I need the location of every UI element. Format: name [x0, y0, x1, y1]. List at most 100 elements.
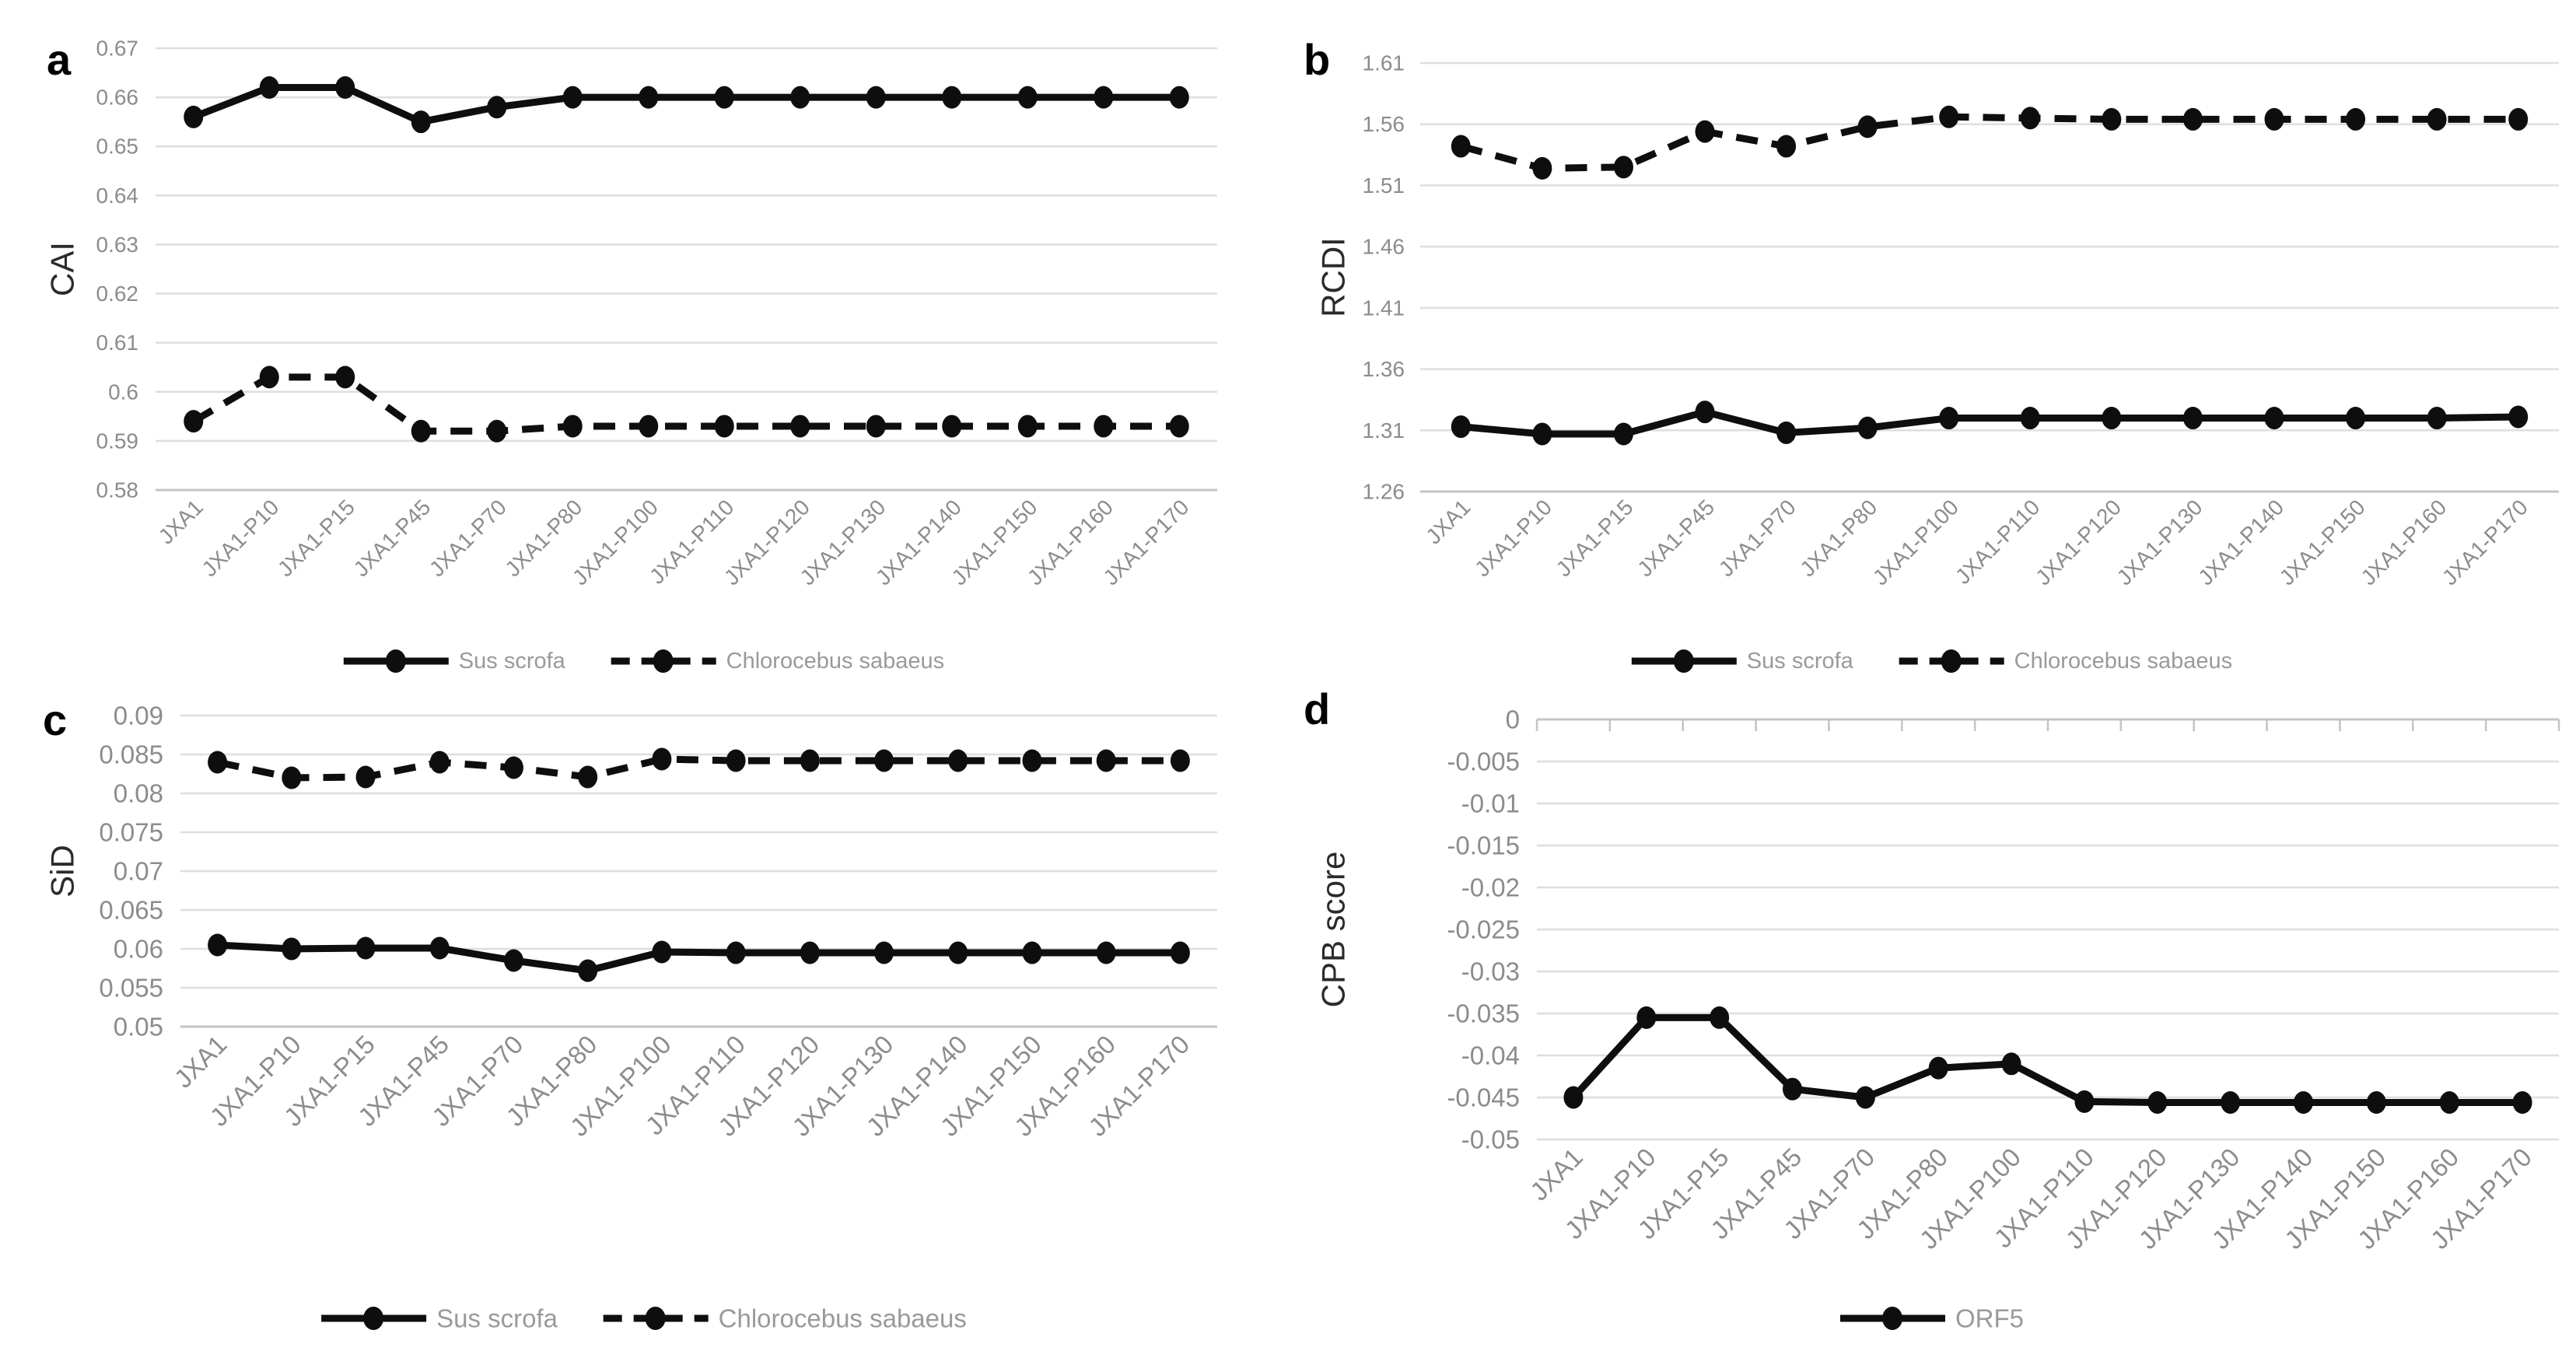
- data-point-marker: [2508, 405, 2529, 429]
- data-point-marker: [2074, 1090, 2095, 1113]
- series-line: [1460, 408, 2518, 438]
- legend-marker: [385, 649, 406, 673]
- data-point-marker: [1169, 86, 1189, 109]
- legend-label: Sus scrofa: [459, 649, 566, 674]
- legend-label: Sus scrofa: [1747, 649, 1854, 674]
- x-tick-label: JXA1-P70: [425, 495, 511, 581]
- x-tick-labels: JXA1JXA1-P10JXA1-P15JXA1-P45JXA1-P70JXA1…: [154, 495, 1194, 590]
- data-point-marker: [1532, 156, 1552, 180]
- series-sus-scrofa: [1451, 401, 2529, 446]
- data-point-marker: [1096, 941, 1116, 964]
- data-point-marker: [2427, 107, 2447, 131]
- y-axis-title: RCDI: [1315, 237, 1352, 317]
- data-point-marker: [1710, 1006, 1730, 1029]
- data-point-marker: [874, 749, 894, 772]
- y-tick-labels: 0 -0.005 -0.01 -0.015 -0.02 -0.025 -0.03 -0.035…: [1447, 705, 1520, 1154]
- x-axis-ticks: [1535, 719, 2560, 731]
- series-sus-scrofa: [208, 933, 1190, 982]
- y-tick-labels: 1.61 1.56 1.51 1.46 1.41 1.36 1.31 1.26: [1363, 51, 1405, 504]
- x-tick-labels: JXA1JXA1-P10JXA1-P15JXA1-P45JXA1-P70JXA1…: [169, 1030, 1195, 1142]
- legend-label: Chlorocebus sabaeus: [719, 1304, 967, 1333]
- data-point-marker: [1451, 415, 1471, 439]
- y-tick-label: 1.31: [1363, 418, 1405, 443]
- data-point-marker: [942, 86, 962, 109]
- series-sus-scrofa: [184, 75, 1189, 134]
- data-point-marker: [1857, 115, 1878, 138]
- y-tick-label: 0.07: [114, 857, 163, 886]
- x-tick-label: JXA1-P120: [2031, 495, 2126, 590]
- data-point-marker: [2366, 1090, 2386, 1114]
- y-tick-label: 0.59: [96, 429, 139, 453]
- data-point-marker: [1451, 135, 1471, 158]
- y-tick-label: 0.66: [96, 86, 139, 110]
- gridlines: [180, 714, 1217, 1028]
- panel-a: 0.67 0.66 0.65 0.64 0.63 0.62 0.61 0.6 0.59 0.58 J…: [0, 0, 1288, 679]
- panel-letter: a: [47, 35, 72, 84]
- data-point-marker: [2346, 107, 2366, 131]
- x-tick-label: JXA1-P10: [1470, 495, 1556, 581]
- data-point-marker: [2182, 107, 2203, 131]
- data-point-marker: [790, 415, 810, 438]
- series-line: [216, 755, 1181, 782]
- y-tick-label: 0.09: [114, 702, 163, 730]
- data-point-marker: [726, 941, 746, 964]
- x-tick-labels: JXA1JXA1-P10JXA1-P15JXA1-P45JXA1-P70JXA1…: [1524, 1143, 2537, 1255]
- y-tick-label: 0.06: [114, 935, 163, 964]
- legend-marker: [1673, 649, 1694, 673]
- data-point-marker: [2264, 407, 2284, 430]
- legend-label: Chlorocebus sabaeus: [2014, 649, 2233, 674]
- legend: Sus scrofa Chlorocebus sabaeus: [1631, 649, 2233, 674]
- data-point-marker: [2020, 107, 2040, 130]
- data-point-marker: [1695, 120, 1715, 143]
- x-tick-label: JXA1-P140: [2193, 495, 2288, 590]
- y-tick-label: -0.035: [1447, 999, 1520, 1028]
- data-point-marker: [282, 937, 302, 961]
- data-point-marker: [1857, 416, 1878, 439]
- data-point-marker: [184, 410, 204, 433]
- x-tick-label: JXA1-P80: [1795, 495, 1881, 581]
- data-point-marker: [578, 959, 598, 982]
- data-point-marker: [800, 749, 820, 772]
- x-tick-label: JXA1: [169, 1030, 233, 1094]
- data-point-marker: [1939, 105, 1959, 128]
- legend-marker: [1941, 649, 1962, 673]
- data-point-marker: [726, 749, 746, 772]
- y-tick-label: 0.61: [96, 331, 139, 355]
- series-chlorocebus-sabaeus: [184, 366, 1189, 443]
- y-tick-label: 1.46: [1363, 235, 1405, 259]
- data-point-marker: [1022, 941, 1042, 964]
- data-point-marker: [1170, 941, 1190, 964]
- series-chlorocebus-sabaeus: [1451, 105, 2529, 180]
- x-tick-label: JXA1-P130: [2112, 495, 2207, 590]
- data-point-marker: [429, 936, 450, 960]
- data-point-marker: [2512, 1090, 2532, 1114]
- legend-marker: [645, 1307, 666, 1330]
- data-point-marker: [714, 415, 734, 438]
- data-point-marker: [411, 110, 431, 134]
- legend-item: Chlorocebus sabaeus: [603, 1304, 967, 1333]
- y-tick-label: 0.065: [99, 896, 163, 925]
- data-point-marker: [562, 86, 583, 109]
- data-point-marker: [2346, 407, 2366, 430]
- data-point-marker: [411, 419, 431, 443]
- x-tick-label: JXA1-P45: [1633, 495, 1719, 581]
- data-point-marker: [639, 415, 659, 438]
- data-point-marker: [1022, 749, 1042, 772]
- legend: Sus scrofa Chlorocebus sabaeus: [321, 1304, 967, 1333]
- x-tick-label: JXA1-P160: [2356, 495, 2451, 590]
- legend-label: Sus scrofa: [436, 1304, 558, 1333]
- data-point-marker: [639, 86, 659, 109]
- data-point-marker: [652, 747, 672, 771]
- y-tick-label: 0.085: [99, 740, 163, 769]
- legend-item: Sus scrofa: [1631, 649, 1854, 674]
- data-point-marker: [948, 749, 968, 772]
- legend: ORF5: [1839, 1304, 2024, 1333]
- data-point-marker: [1939, 407, 1959, 430]
- legend-item: Sus scrofa: [343, 649, 566, 674]
- y-tick-label: -0.04: [1461, 1041, 1520, 1070]
- data-point-marker: [1776, 421, 1797, 444]
- x-tick-label: JXA1-P150: [2275, 495, 2370, 590]
- data-point-marker: [2147, 1090, 2168, 1114]
- legend-item: ORF5: [1839, 1304, 2024, 1333]
- data-point-marker: [948, 941, 968, 964]
